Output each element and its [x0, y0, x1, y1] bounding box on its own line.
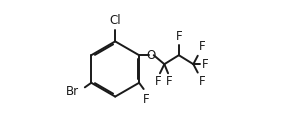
Text: O: O [147, 49, 156, 62]
Text: F: F [199, 40, 206, 53]
Text: F: F [143, 93, 150, 106]
Text: F: F [202, 58, 208, 71]
Text: F: F [199, 75, 206, 88]
Text: Br: Br [66, 85, 79, 98]
Text: F: F [165, 75, 172, 88]
Text: Cl: Cl [109, 14, 121, 27]
Text: F: F [176, 30, 182, 43]
Text: F: F [155, 75, 162, 88]
